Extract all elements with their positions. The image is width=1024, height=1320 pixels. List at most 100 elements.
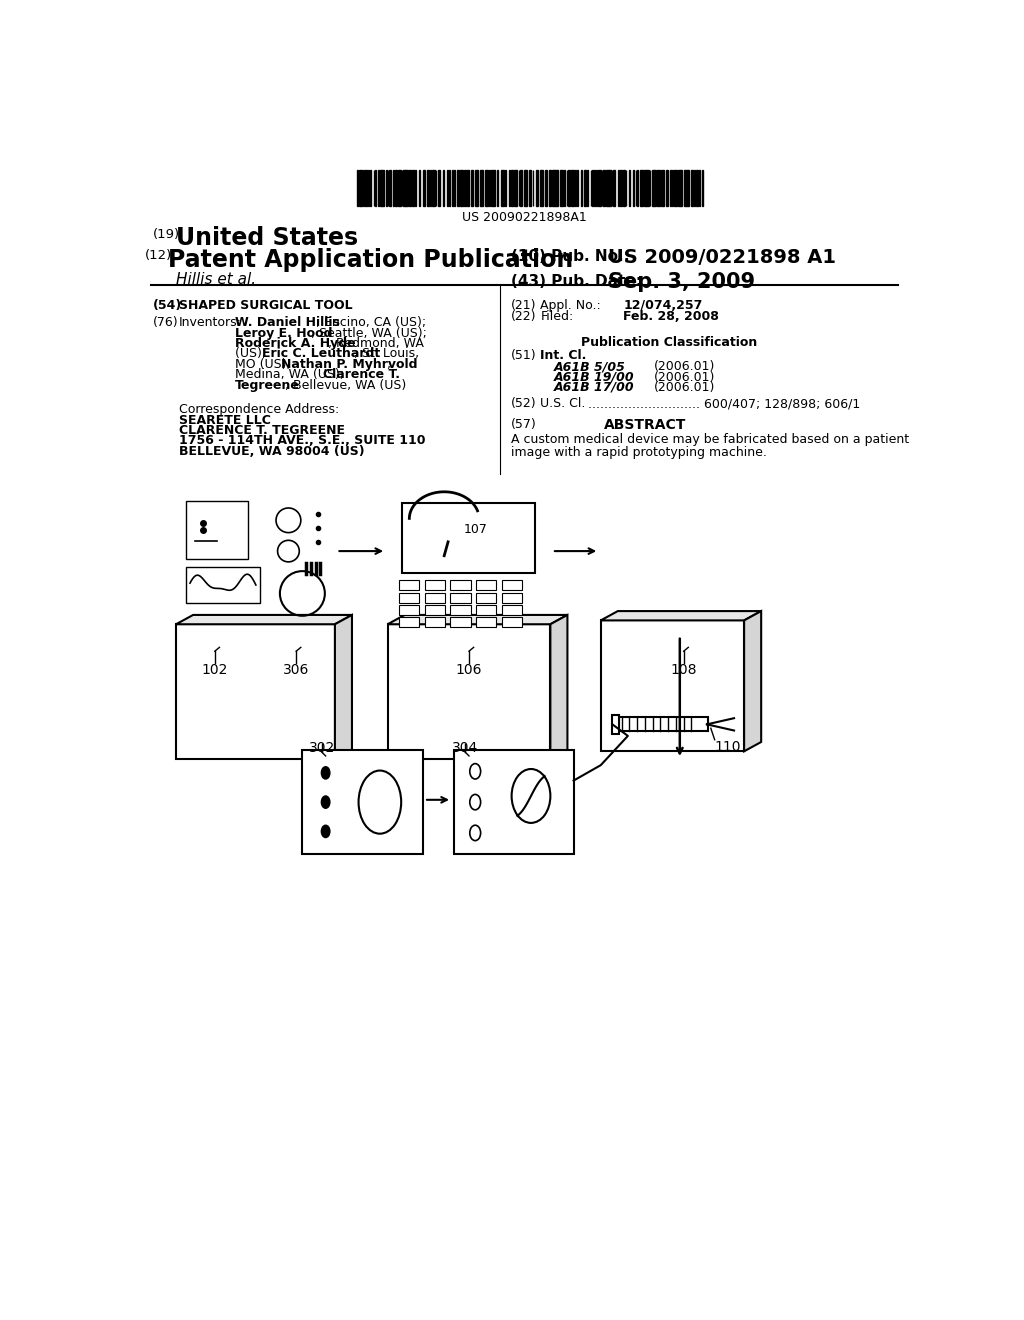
Text: CLARENCE T. TEGREENE: CLARENCE T. TEGREENE — [179, 424, 345, 437]
Text: Hillis et al.: Hillis et al. — [176, 272, 256, 288]
Text: , Redmond, WA: , Redmond, WA — [329, 337, 424, 350]
Bar — [520, 170, 521, 206]
Bar — [419, 170, 420, 206]
Text: BELLEVUE, WA 98004 (US): BELLEVUE, WA 98004 (US) — [179, 445, 365, 458]
Bar — [633, 170, 634, 206]
Text: Leroy E. Hood: Leroy E. Hood — [234, 326, 333, 339]
Bar — [399, 618, 420, 627]
Text: (43) Pub. Date:: (43) Pub. Date: — [511, 275, 642, 289]
Bar — [657, 170, 660, 206]
Bar — [624, 170, 625, 206]
Text: 12/074,257: 12/074,257 — [624, 300, 702, 313]
Text: (10) Pub. No.:: (10) Pub. No.: — [511, 249, 630, 264]
Bar — [359, 170, 360, 206]
Bar — [442, 170, 444, 206]
Text: (22): (22) — [511, 310, 537, 322]
Text: ABSTRACT: ABSTRACT — [604, 418, 686, 432]
Bar — [571, 170, 573, 206]
Bar — [540, 170, 543, 206]
Bar — [399, 605, 420, 615]
Text: , St. Louis,: , St. Louis, — [354, 347, 419, 360]
Bar — [467, 170, 469, 206]
Bar — [427, 170, 429, 206]
Text: image with a rapid prototyping machine.: image with a rapid prototyping machine. — [511, 446, 767, 459]
Text: Eric C. Leuthardt: Eric C. Leuthardt — [262, 347, 381, 360]
Bar — [446, 170, 449, 206]
Text: 107: 107 — [464, 523, 487, 536]
Text: (76): (76) — [153, 317, 178, 329]
Bar — [475, 170, 477, 206]
Bar — [476, 581, 496, 590]
Bar — [481, 170, 483, 206]
Text: SEARETE LLC: SEARETE LLC — [179, 413, 271, 426]
Bar — [451, 581, 471, 590]
Bar — [563, 170, 565, 206]
Bar — [524, 170, 525, 206]
Text: (2006.01): (2006.01) — [654, 381, 716, 393]
Bar — [471, 170, 473, 206]
Text: Appl. No.:: Appl. No.: — [541, 300, 601, 313]
Bar — [618, 718, 708, 731]
Bar — [399, 581, 420, 590]
Text: (2006.01): (2006.01) — [654, 360, 716, 374]
Bar — [370, 170, 372, 206]
Bar — [509, 170, 510, 206]
Text: 304: 304 — [452, 741, 478, 755]
Text: W. Daniel Hillis: W. Daniel Hillis — [234, 317, 340, 329]
Text: (57): (57) — [511, 418, 537, 430]
Bar — [399, 593, 420, 603]
Text: Sep. 3, 2009: Sep. 3, 2009 — [608, 272, 756, 292]
Polygon shape — [335, 615, 352, 759]
Bar — [612, 715, 618, 734]
Bar — [536, 170, 538, 206]
Bar — [492, 170, 495, 206]
Polygon shape — [550, 615, 567, 759]
Text: United States: United States — [176, 226, 358, 251]
Bar — [432, 170, 435, 206]
Text: SHAPED SURGICAL TOOL: SHAPED SURGICAL TOOL — [179, 300, 353, 313]
Bar — [186, 502, 248, 558]
Bar — [451, 605, 471, 615]
Polygon shape — [601, 620, 744, 751]
Bar — [451, 618, 471, 627]
Bar — [476, 618, 496, 627]
Text: Medina, WA (US);: Medina, WA (US); — [234, 368, 348, 381]
Text: Roderick A. Hyde: Roderick A. Hyde — [234, 337, 355, 350]
Text: US 2009/0221898 A1: US 2009/0221898 A1 — [608, 248, 837, 268]
Bar — [609, 170, 611, 206]
Text: , Bellevue, WA (US): , Bellevue, WA (US) — [286, 379, 407, 392]
Text: (21): (21) — [511, 300, 537, 313]
Bar — [502, 605, 521, 615]
Bar — [511, 170, 513, 206]
Bar — [640, 170, 643, 206]
Bar — [406, 170, 408, 206]
Bar — [701, 170, 703, 206]
Text: , Encino, CA (US);: , Encino, CA (US); — [316, 317, 426, 329]
Text: Publication Classification: Publication Classification — [581, 335, 757, 348]
Bar — [577, 170, 579, 206]
Bar — [568, 170, 569, 206]
Text: (54): (54) — [153, 300, 182, 313]
Bar — [381, 170, 384, 206]
Text: Patent Application Publication: Patent Application Publication — [168, 248, 573, 272]
Ellipse shape — [322, 825, 330, 838]
Bar — [629, 170, 630, 206]
Bar — [451, 593, 471, 603]
Text: , Seattle, WA (US);: , Seattle, WA (US); — [310, 326, 426, 339]
Bar — [696, 170, 697, 206]
Bar — [356, 170, 358, 206]
Bar — [646, 170, 649, 206]
Bar — [485, 170, 488, 206]
Text: A61B 17/00: A61B 17/00 — [554, 381, 634, 393]
Text: ............................ 600/407; 128/898; 606/1: ............................ 600/407; 12… — [589, 397, 860, 411]
Bar — [606, 170, 608, 206]
Text: Tegreene: Tegreene — [234, 379, 300, 392]
Bar — [362, 170, 365, 206]
Text: (52): (52) — [511, 397, 537, 411]
Bar — [389, 170, 391, 206]
Text: (2006.01): (2006.01) — [654, 371, 716, 384]
Bar — [678, 170, 681, 206]
Text: Inventors:: Inventors: — [179, 317, 242, 329]
Text: (19): (19) — [153, 227, 180, 240]
Bar — [425, 593, 445, 603]
